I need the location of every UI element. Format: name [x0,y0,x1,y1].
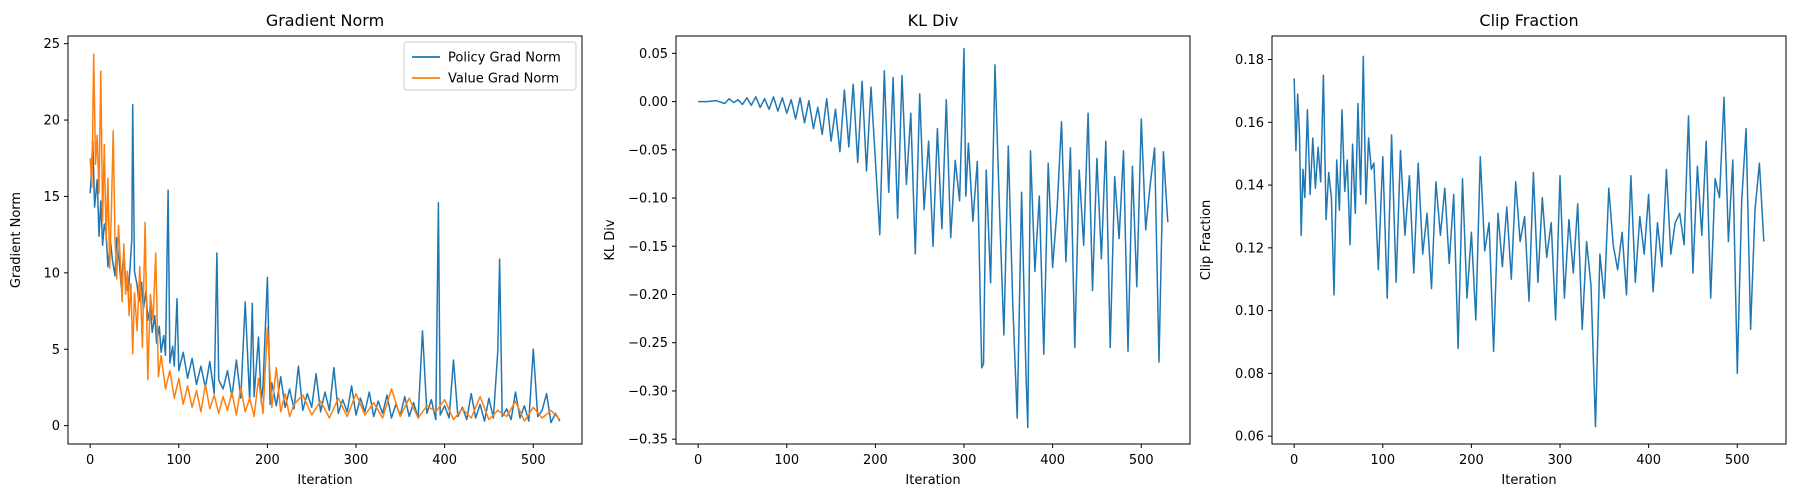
y-tick-label: −0.20 [628,288,668,303]
x-tick-label: 0 [1290,453,1298,468]
y-tick-label: 0.06 [1235,430,1264,445]
legend: Policy Grad Norm Value Grad Norm [403,41,577,91]
series-line-value-grad-norm [89,53,561,422]
y-tick-label: −0.35 [628,433,668,448]
y-axis-label: Clip Fraction [1199,200,1214,281]
y-tick-label: 0.08 [1235,367,1264,382]
y-tick-label: −0.25 [628,336,668,351]
y-tick-label: 0.10 [1235,304,1264,319]
y-tick-label: 15 [43,190,60,205]
x-tick-label: 100 [1370,453,1395,468]
y-tick-label: 5 [52,343,60,358]
legend-label: Policy Grad Norm [448,51,561,66]
x-tick-label: 500 [521,453,546,468]
series-line-1 [1293,55,1765,428]
x-axis-label: Iteration [1501,473,1556,488]
y-tick-label: 0.14 [1235,179,1264,194]
y-tick-label: 10 [43,266,60,281]
x-tick-label: 500 [1129,453,1154,468]
axes-frame [67,35,583,445]
y-tick-label: 0.12 [1235,241,1264,256]
x-axis-label: Iteration [297,473,352,488]
legend-box [403,41,577,91]
y-tick-label: 0.16 [1235,116,1264,131]
chart-title: KL Div [908,11,959,30]
axes-frame [1271,35,1787,445]
y-tick-label: −0.30 [628,384,668,399]
x-tick-label: 400 [1636,453,1661,468]
x-tick-label: 300 [344,453,369,468]
y-tick-label: 0.18 [1235,53,1264,68]
chart-panel-3: 0 100 200 300 400 500 0.06 0.08 0.10 0.12 0.14 0.16… [1199,11,1787,488]
y-tick-label: −0.05 [628,143,668,158]
y-tick-label: 20 [43,114,60,129]
x-tick-label: 300 [952,453,977,468]
x-tick-label: 400 [432,453,457,468]
y-tick-label: 25 [43,37,60,52]
y-tick-label: 0 [52,419,60,434]
x-axis-label: Iteration [905,473,960,488]
x-tick-label: 100 [166,453,191,468]
chart-panel-1: 0 100 200 300 400 500 0 5 10 15 20 25 Gradient Norm I… [9,11,583,488]
series-line-policy-grad-norm [89,104,561,424]
x-tick-label: 100 [774,453,799,468]
y-axis-label: Gradient Norm [9,192,24,288]
axes-frame [675,35,1191,445]
x-tick-label: 400 [1040,453,1065,468]
x-tick-label: 200 [863,453,888,468]
x-tick-label: 200 [255,453,280,468]
x-tick-label: 200 [1459,453,1484,468]
legend-label: Value Grad Norm [448,72,559,87]
x-tick-label: 300 [1548,453,1573,468]
y-axis-label: KL Div [603,219,618,261]
x-tick-label: 500 [1725,453,1750,468]
x-tick-label: 0 [86,453,94,468]
series-line-1 [698,47,1169,429]
x-tick-label: 0 [694,453,702,468]
y-tick-label: 0.05 [639,47,668,62]
chart-title: Gradient Norm [266,11,384,30]
y-tick-label: −0.10 [628,192,668,207]
y-tick-label: −0.15 [628,240,668,255]
y-tick-label: 0.00 [639,95,668,110]
chart-panel-2: 0 100 200 300 400 500 0.05 0.00 −0.05 −0.10 −0.15 −… [603,11,1191,488]
chart-title: Clip Fraction [1479,11,1578,30]
